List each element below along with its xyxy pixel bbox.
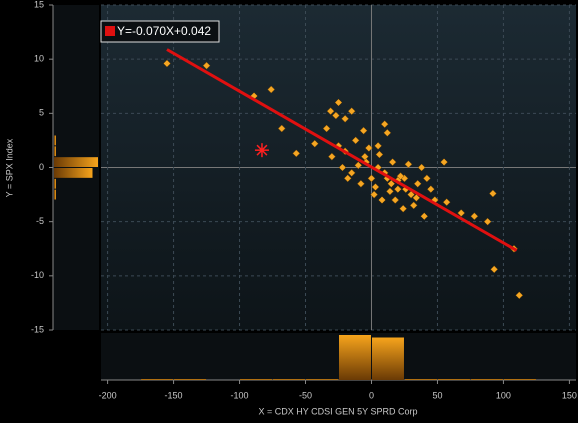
- point: [375, 150, 384, 159]
- point: [267, 85, 276, 94]
- regression-line: [166, 48, 518, 252]
- point: [347, 169, 356, 177]
- point: [440, 158, 448, 166]
- point: [394, 185, 402, 194]
- point: [417, 163, 426, 172]
- x-tick-label: 100: [496, 390, 511, 400]
- point: [354, 161, 363, 170]
- point: [407, 190, 415, 199]
- y-hist-bar: [54, 135, 56, 146]
- point: [332, 111, 340, 120]
- point: [457, 209, 466, 217]
- point: [370, 190, 378, 199]
- point: [413, 179, 422, 188]
- point: [326, 107, 335, 116]
- y-tick-label: 0: [39, 162, 44, 172]
- x-hist-bar: [273, 379, 306, 380]
- point: [322, 124, 331, 133]
- point: [409, 201, 418, 210]
- point: [328, 152, 336, 161]
- point: [470, 212, 479, 221]
- point: [359, 126, 368, 135]
- x-hist-bar: [404, 379, 437, 380]
- y-tick-label: 15: [34, 0, 44, 9]
- legend-swatch: [105, 26, 115, 36]
- x-axis-title: X = CDX HY CDSI GEN 5Y SPRD Corp: [259, 406, 418, 416]
- point: [341, 114, 349, 123]
- point: [412, 193, 421, 202]
- point: [388, 158, 397, 166]
- y-tick-label: 5: [39, 108, 44, 118]
- point: [351, 136, 360, 145]
- point: [383, 128, 392, 137]
- point: [277, 124, 286, 133]
- point: [338, 163, 347, 172]
- x-hist-area: [101, 333, 576, 380]
- x-hist-bar: [503, 379, 536, 380]
- point: [334, 98, 343, 107]
- point: [378, 196, 386, 204]
- x-tick-label: -50: [299, 390, 312, 400]
- y-axis-title: Y = SPX Index: [4, 138, 14, 197]
- y-hist-bar: [54, 146, 56, 157]
- x-tick-label: -150: [165, 390, 183, 400]
- y-tick-label: -10: [31, 270, 44, 280]
- point: [202, 61, 211, 70]
- legend-label: Y=-0.070X+0.042: [117, 24, 211, 38]
- point: [387, 179, 396, 188]
- point: [380, 120, 389, 129]
- x-hist-bar: [306, 379, 338, 380]
- point: [442, 198, 451, 207]
- x-hist-bar: [141, 379, 174, 380]
- point: [163, 59, 171, 68]
- y-tick-label: -5: [36, 216, 44, 226]
- point: [364, 144, 373, 152]
- point: [489, 189, 497, 198]
- x-hist-bar: [240, 379, 273, 380]
- x-hist-bar: [174, 379, 207, 380]
- point: [357, 179, 365, 188]
- point: [483, 217, 492, 226]
- x-tick-label: 50: [432, 390, 442, 400]
- y-hist-bar: [54, 189, 56, 200]
- point: [292, 149, 301, 158]
- y-tick-label: 10: [34, 54, 44, 64]
- x-hist-bar: [371, 337, 404, 380]
- point: [420, 212, 429, 221]
- y-hist-area: [53, 5, 99, 330]
- point: [371, 183, 380, 191]
- asterisk-stroke: [256, 144, 268, 156]
- legend-box: [100, 20, 220, 43]
- x-hist-bar: [339, 335, 371, 380]
- point: [515, 291, 524, 300]
- point: [404, 160, 413, 169]
- x-hist-bar: [437, 379, 470, 380]
- point: [391, 196, 400, 204]
- current-point: [254, 143, 269, 158]
- x-tick-label: -200: [99, 390, 117, 400]
- x-tick-label: -100: [231, 390, 249, 400]
- point: [427, 185, 435, 194]
- point: [386, 187, 394, 196]
- y-hist-bar: [54, 178, 56, 189]
- point: [367, 174, 376, 183]
- point: [399, 204, 408, 213]
- point: [310, 139, 319, 148]
- point: [343, 174, 352, 183]
- y-hist-bar: [54, 168, 93, 178]
- y-tick-label: -15: [31, 324, 44, 334]
- point: [490, 265, 499, 274]
- point: [374, 141, 382, 150]
- x-tick-label: 0: [369, 390, 374, 400]
- point: [347, 107, 356, 116]
- x-tick-label: 150: [562, 390, 577, 400]
- y-hist-bar: [54, 157, 98, 167]
- point: [423, 174, 431, 183]
- x-hist-bar: [470, 379, 503, 380]
